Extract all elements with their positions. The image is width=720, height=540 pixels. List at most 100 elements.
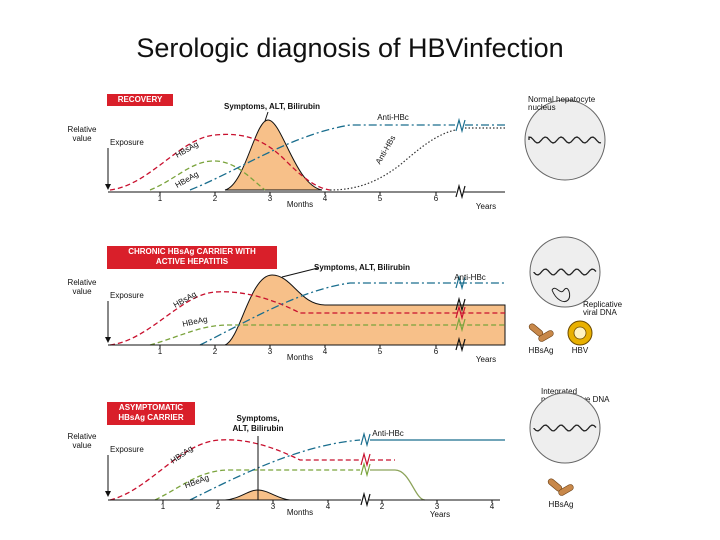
y-axis-label: Relative xyxy=(68,278,97,287)
x-axis-label: Months xyxy=(287,353,313,362)
curve-label: HBsAg xyxy=(169,444,195,466)
break-mark xyxy=(455,316,466,333)
arrow-head xyxy=(105,491,111,497)
x-axis-label: Years xyxy=(476,202,496,211)
break-mark xyxy=(360,431,371,448)
y-axis-label: Relative xyxy=(68,432,97,441)
hbeag-curve xyxy=(149,160,266,191)
hbsag-particle xyxy=(538,330,554,342)
curve-label: HBeAg xyxy=(183,473,210,490)
x-tick-label: 4 xyxy=(326,502,331,511)
panel-label-box xyxy=(107,246,277,269)
side-caption: Integrated xyxy=(541,387,577,396)
hbeag-curve xyxy=(154,469,360,501)
curve-label: Anti-HBc xyxy=(377,113,409,122)
exposure-label: Exposure xyxy=(110,445,144,454)
dna-strand xyxy=(528,136,602,144)
anti-hbc-curve xyxy=(189,124,505,191)
panel-label: RECOVERY xyxy=(118,95,163,104)
slide-title: Serologic diagnosis of HBVinfection xyxy=(136,33,563,63)
hbsag-particle xyxy=(558,484,574,496)
break-mark xyxy=(455,296,466,313)
x-tick-label: 6 xyxy=(434,194,439,203)
x-axis-label: Months xyxy=(287,200,313,209)
x-tick-label: 1 xyxy=(161,502,166,511)
exposure-label: Exposure xyxy=(110,291,144,300)
symptoms-label: Symptoms, xyxy=(236,414,279,423)
hbv-core xyxy=(573,326,587,340)
symptoms-curve xyxy=(224,274,506,346)
x-axis-label: Years xyxy=(476,355,496,364)
curve-label: Anti-HBc xyxy=(372,429,404,438)
break-mark xyxy=(455,304,466,321)
x-tick-label: 6 xyxy=(434,347,439,356)
panel-label-box xyxy=(107,94,173,106)
panel-label: HBsAg CARRIER xyxy=(118,413,184,422)
symptoms-leader xyxy=(281,267,319,278)
hbeag-curve xyxy=(149,324,505,346)
x-tick-label: 2 xyxy=(380,502,385,511)
symptoms-leader xyxy=(264,111,269,122)
symptoms-label: Symptoms, ALT, Bilirubin xyxy=(314,263,410,272)
break-mark xyxy=(455,183,466,200)
x-tick-label: 3 xyxy=(271,502,276,511)
anti-hbc-curve xyxy=(199,282,505,346)
symptoms-label: Symptoms, ALT, Bilirubin xyxy=(224,102,320,111)
side-caption: viral DNA xyxy=(583,308,617,317)
x-tick-label: 3 xyxy=(268,347,273,356)
curve-label: Anti-HBs xyxy=(374,134,398,166)
side-caption: nucleus xyxy=(528,103,556,112)
x-tick-label: 5 xyxy=(378,347,383,356)
x-tick-label: 4 xyxy=(490,502,495,511)
y-axis-label: Relative xyxy=(68,125,97,134)
x-tick-label: 2 xyxy=(216,502,221,511)
arrow-head xyxy=(105,184,111,190)
side-caption: Replicative xyxy=(583,300,623,309)
curve-label: Anti-HBc xyxy=(454,273,486,282)
x-tick-label: 1 xyxy=(158,194,163,203)
side-label: HBsAg xyxy=(549,500,574,509)
x-tick-label: 2 xyxy=(213,347,218,356)
x-tick-label: 1 xyxy=(158,347,163,356)
anti-hbs-curve xyxy=(329,127,505,191)
side-label: HBV xyxy=(572,346,589,355)
side-label: HBsAg xyxy=(529,346,554,355)
curve-label: HBsAg xyxy=(172,290,198,310)
hbsag-curve xyxy=(109,439,395,501)
y-axis-label: value xyxy=(72,287,92,296)
x-tick-label: 3 xyxy=(268,194,273,203)
panel-label: CHRONIC HBsAg CARRIER WITH xyxy=(128,247,256,256)
break-mark xyxy=(360,461,371,478)
curve-label: HBeAg xyxy=(182,315,209,329)
x-tick-label: 5 xyxy=(378,194,383,203)
hbsag-curve xyxy=(109,291,505,346)
x-tick-label: 3 xyxy=(435,502,440,511)
panel-label-box xyxy=(107,402,195,425)
dna-strand xyxy=(533,424,597,432)
panel-label: ASYMPTOMATIC xyxy=(119,403,183,412)
y-axis-label: value xyxy=(72,441,92,450)
y-axis-label: value xyxy=(72,134,92,143)
break-mark xyxy=(455,117,466,134)
dna-strand xyxy=(533,268,597,276)
panel-label: ACTIVE HEPATITIS xyxy=(156,257,229,266)
x-axis-label: Years xyxy=(430,510,450,519)
break-mark xyxy=(455,274,466,291)
side-caption: Normal hepatocyte xyxy=(528,95,596,104)
x-axis-label: Months xyxy=(287,508,313,517)
arrow-head xyxy=(105,337,111,343)
curve-label: HBsAg xyxy=(174,140,200,160)
exposure-label: Exposure xyxy=(110,138,144,147)
hbsag-curve xyxy=(109,133,331,191)
symptoms-label: ALT, Bilirubin xyxy=(233,424,284,433)
x-tick-label: 4 xyxy=(323,347,328,356)
break-mark xyxy=(360,491,371,508)
x-tick-label: 2 xyxy=(213,194,218,203)
break-mark xyxy=(455,336,466,353)
anti-hbc-curve xyxy=(189,439,361,501)
viral-dna xyxy=(551,287,571,303)
break-mark xyxy=(360,451,371,468)
x-tick-label: 4 xyxy=(323,194,328,203)
hbeag-decline xyxy=(370,469,426,501)
